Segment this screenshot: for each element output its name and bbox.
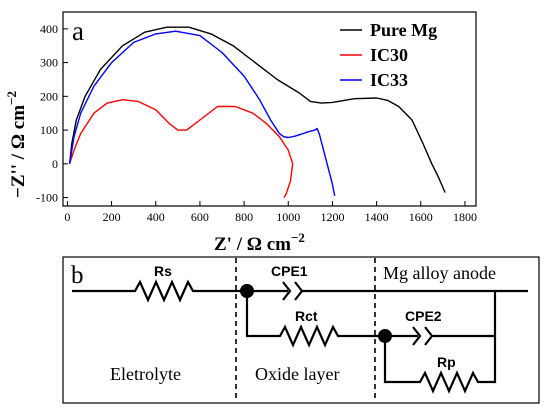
rp-branch [383,291,497,394]
series-line-pure-mg [68,26,446,193]
y-tick-label: 300 [40,56,58,70]
legend-label-ic30: IC30 [370,45,408,65]
x-tick-label: 1600 [409,210,433,224]
equivalent-circuit-diagram: b Rs CPE1 Rct CPE2 Rp Eletrolyte Oxide l… [62,256,540,404]
y-axis-label: −Z'' / Ω cm−2 [4,91,29,198]
rp-label: Rp [437,354,456,370]
y-tick-label: 200 [40,89,58,103]
electrolyte-label: Eletrolyte [110,364,181,384]
x-axis-label: Z' / Ω cm−2 [214,230,305,255]
cpe1-label: CPE1 [271,263,308,279]
rs-label: Rs [154,263,172,279]
x-axis-ticks: 0 200 400 600 800 1000 1200 1400 1600 1800 [64,201,477,224]
legend-label-pure-mg: Pure Mg [370,20,437,40]
plot-frame [62,11,477,207]
circuit-frame [62,256,540,404]
oxide-layer-label: Oxide layer [255,364,339,384]
x-tick-label: 1400 [365,210,389,224]
cpe2-label: CPE2 [405,308,442,324]
cpe2-element [385,326,495,346]
anode-label: Mg alloy anode [383,263,496,283]
series-line-ic30 [68,99,294,198]
legend: Pure Mg IC30 IC33 [340,20,437,90]
cpe1-element [247,281,528,301]
x-tick-label: 400 [147,210,165,224]
y-tick-label: 400 [40,22,58,36]
panel-label-a: a [72,16,84,46]
x-tick-label: 0 [64,210,70,224]
rct-label: Rct [295,308,318,324]
y-tick-label: -100 [36,191,58,205]
rct-branch [245,291,385,348]
x-tick-label: 1000 [276,210,300,224]
junction-node-2 [378,329,392,343]
panel-label-b: b [71,262,84,289]
junction-node-1 [240,284,254,298]
main-wire-left [72,279,247,303]
x-tick-label: 1800 [453,210,477,224]
y-tick-label: 100 [40,123,58,137]
series-layer [68,26,446,198]
legend-label-ic33: IC33 [370,70,408,90]
nyquist-chart: 0 200 400 600 800 1000 1200 1400 1600 1800 -100 0 1… [4,11,477,255]
x-tick-label: 200 [103,210,121,224]
series-line-ic33 [68,30,336,197]
y-tick-label: 0 [52,157,58,171]
x-tick-label: 1200 [320,210,344,224]
y-axis-ticks: -100 0 100 200 300 400 [36,22,68,205]
x-tick-label: 800 [235,210,253,224]
x-tick-label: 600 [191,210,209,224]
